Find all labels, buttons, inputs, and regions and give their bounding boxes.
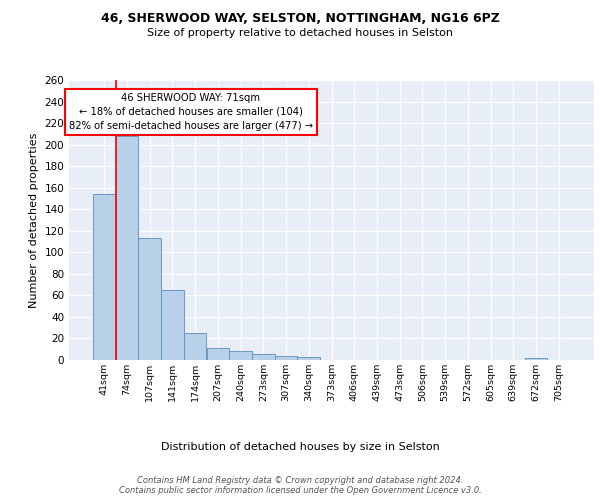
Bar xyxy=(275,356,298,360)
Bar xyxy=(524,358,547,360)
Text: 46 SHERWOOD WAY: 71sqm
← 18% of detached houses are smaller (104)
82% of semi-de: 46 SHERWOOD WAY: 71sqm ← 18% of detached… xyxy=(68,93,313,131)
Bar xyxy=(229,352,252,360)
Text: 46, SHERWOOD WAY, SELSTON, NOTTINGHAM, NG16 6PZ: 46, SHERWOOD WAY, SELSTON, NOTTINGHAM, N… xyxy=(101,12,499,26)
Bar xyxy=(184,333,206,360)
Bar xyxy=(298,357,320,360)
Bar xyxy=(206,348,229,360)
Bar xyxy=(161,290,184,360)
Text: Contains HM Land Registry data © Crown copyright and database right 2024.
Contai: Contains HM Land Registry data © Crown c… xyxy=(119,476,481,495)
Text: Distribution of detached houses by size in Selston: Distribution of detached houses by size … xyxy=(161,442,439,452)
Bar xyxy=(116,136,139,360)
Y-axis label: Number of detached properties: Number of detached properties xyxy=(29,132,39,308)
Bar xyxy=(252,354,275,360)
Text: Size of property relative to detached houses in Selston: Size of property relative to detached ho… xyxy=(147,28,453,38)
Bar xyxy=(93,194,116,360)
Bar xyxy=(139,238,161,360)
